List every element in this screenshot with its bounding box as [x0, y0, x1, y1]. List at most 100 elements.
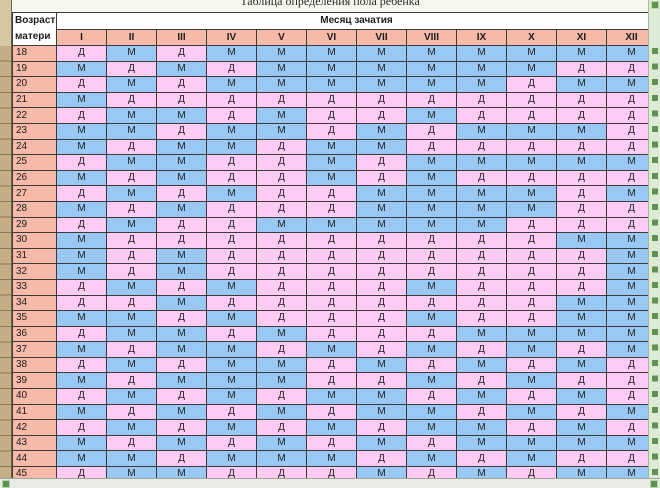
gender-cell[interactable]: М [407, 201, 457, 218]
gender-cell[interactable]: М [457, 217, 507, 234]
gender-cell[interactable]: М [257, 77, 307, 93]
gender-cell[interactable]: Д [57, 420, 107, 436]
gender-cell[interactable]: М [357, 186, 407, 202]
gender-cell[interactable]: М [507, 46, 557, 62]
gender-cell[interactable]: Д [257, 279, 307, 296]
gender-cell[interactable]: Д [307, 326, 357, 343]
gender-cell[interactable]: Д [207, 326, 257, 343]
gender-cell[interactable]: М [357, 201, 407, 218]
gender-cell[interactable]: М [207, 373, 257, 390]
gender-cell[interactable]: М [307, 170, 357, 187]
gender-cell[interactable]: М [357, 46, 407, 62]
gender-cell[interactable]: М [507, 186, 557, 202]
gender-cell[interactable]: М [207, 186, 257, 202]
gender-cell[interactable]: Д [507, 357, 557, 374]
gender-cell[interactable]: Д [307, 233, 357, 249]
gender-cell[interactable]: Д [307, 201, 357, 218]
gender-cell[interactable]: Д [407, 92, 457, 109]
mother-age-cell[interactable]: 29 [13, 217, 57, 234]
gender-cell[interactable]: Д [207, 92, 257, 109]
gender-cell[interactable]: Д [157, 420, 207, 436]
gender-cell[interactable]: Д [207, 248, 257, 265]
mother-age-cell[interactable]: 20 [13, 77, 57, 93]
gender-cell[interactable]: Д [257, 248, 307, 265]
gender-cell[interactable]: М [107, 123, 157, 140]
gender-cell[interactable]: Д [557, 279, 607, 296]
month-column-header[interactable]: IX [457, 30, 507, 46]
gender-cell[interactable]: Д [307, 357, 357, 374]
gender-cell[interactable]: Д [357, 92, 407, 109]
mother-age-cell[interactable]: 27 [13, 186, 57, 202]
gender-cell[interactable]: Д [157, 311, 207, 327]
gender-cell[interactable]: М [557, 77, 607, 93]
gender-cell[interactable]: М [507, 435, 557, 452]
gender-cell[interactable]: М [507, 342, 557, 358]
gender-cell[interactable]: Д [257, 311, 307, 327]
gender-cell[interactable]: М [107, 420, 157, 436]
month-column-header[interactable]: I [57, 30, 107, 46]
month-column-header[interactable]: XI [557, 30, 607, 46]
gender-cell[interactable]: Д [357, 451, 407, 468]
gender-cell[interactable]: М [307, 389, 357, 405]
month-column-header[interactable]: VI [307, 30, 357, 46]
gender-cell[interactable]: Д [557, 170, 607, 187]
gender-cell[interactable]: М [557, 155, 607, 171]
gender-cell[interactable]: Д [157, 217, 207, 234]
gender-cell[interactable]: Д [357, 108, 407, 124]
gender-cell[interactable]: Д [257, 233, 307, 249]
gender-cell[interactable]: Д [257, 295, 307, 312]
gender-cell[interactable]: Д [257, 170, 307, 187]
gender-cell[interactable]: Д [57, 295, 107, 312]
gender-cell[interactable]: Д [107, 233, 157, 249]
gender-cell[interactable]: М [257, 46, 307, 62]
gender-cell[interactable]: М [357, 77, 407, 93]
gender-cell[interactable]: Д [407, 435, 457, 452]
gender-cell[interactable]: М [457, 420, 507, 436]
mother-age-cell[interactable]: 41 [13, 404, 57, 421]
gender-cell[interactable]: М [507, 61, 557, 78]
gender-cell[interactable]: Д [307, 123, 357, 140]
gender-cell[interactable]: Д [157, 46, 207, 62]
gender-cell[interactable]: М [107, 451, 157, 468]
gender-cell[interactable]: М [157, 342, 207, 358]
gender-cell[interactable]: Д [407, 389, 457, 405]
gender-cell[interactable]: Д [207, 264, 257, 280]
gender-cell[interactable]: М [407, 46, 457, 62]
gender-cell[interactable]: М [307, 217, 357, 234]
gender-cell[interactable]: М [57, 311, 107, 327]
gender-cell[interactable]: М [357, 357, 407, 374]
gender-cell[interactable]: Д [507, 311, 557, 327]
month-column-header[interactable]: V [257, 30, 307, 46]
gender-cell[interactable]: М [457, 155, 507, 171]
gender-cell[interactable]: Д [157, 186, 207, 202]
gender-cell[interactable]: Д [57, 357, 107, 374]
mother-age-cell[interactable]: 26 [13, 170, 57, 187]
mother-age-cell[interactable]: 22 [13, 108, 57, 124]
gender-cell[interactable]: М [57, 92, 107, 109]
month-column-header[interactable]: III [157, 30, 207, 46]
gender-cell[interactable]: Д [457, 451, 507, 468]
gender-cell[interactable]: Д [357, 342, 407, 358]
gender-cell[interactable]: М [257, 123, 307, 140]
gender-cell[interactable]: М [407, 186, 457, 202]
gender-cell[interactable]: Д [307, 435, 357, 452]
gender-cell[interactable]: Д [557, 61, 607, 78]
title-cell[interactable]: Таблица определения пола ребенка [12, 0, 648, 12]
gender-cell[interactable]: М [557, 326, 607, 343]
gender-cell[interactable]: Д [357, 233, 407, 249]
gender-cell[interactable]: Д [507, 389, 557, 405]
gender-cell[interactable]: М [507, 326, 557, 343]
gender-cell[interactable]: Д [307, 404, 357, 421]
gender-cell[interactable]: М [157, 264, 207, 280]
gender-cell[interactable]: Д [457, 295, 507, 312]
gender-cell[interactable]: М [407, 451, 457, 468]
gender-cell[interactable]: М [557, 435, 607, 452]
gender-cell[interactable]: Д [207, 170, 257, 187]
mother-age-cell[interactable]: 43 [13, 435, 57, 452]
gender-cell[interactable]: Д [507, 139, 557, 156]
gender-cell[interactable]: М [357, 217, 407, 234]
gender-cell[interactable]: Д [357, 373, 407, 390]
gender-cell[interactable]: М [457, 61, 507, 78]
gender-cell[interactable]: Д [257, 92, 307, 109]
gender-cell[interactable]: М [57, 342, 107, 358]
